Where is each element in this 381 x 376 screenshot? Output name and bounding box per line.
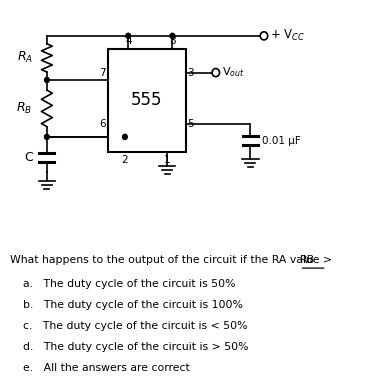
Text: RB: RB [299,255,315,265]
Text: 8: 8 [169,36,176,46]
Circle shape [45,134,49,139]
Text: b.   The duty cycle of the circuit is 100%: b. The duty cycle of the circuit is 100% [23,300,243,310]
Text: $R_B$: $R_B$ [16,101,33,116]
Circle shape [170,33,175,38]
Text: a.   The duty cycle of the circuit is 50%: a. The duty cycle of the circuit is 50% [23,279,235,289]
Text: $R_A$: $R_A$ [16,50,33,65]
Text: c.   The duty cycle of the circuit is < 50%: c. The duty cycle of the circuit is < 50… [23,321,248,331]
Circle shape [260,32,268,40]
Text: + V$_{CC}$: + V$_{CC}$ [270,28,305,43]
Text: 3: 3 [187,68,194,77]
Text: 0.01 μF: 0.01 μF [262,136,301,146]
Text: C: C [24,151,33,164]
Text: 4: 4 [125,36,131,46]
Text: d.   The duty cycle of the circuit is > 50%: d. The duty cycle of the circuit is > 50… [23,342,249,352]
Circle shape [123,134,127,139]
Text: 7: 7 [99,68,106,77]
Text: 555: 555 [131,91,163,109]
Text: 1: 1 [164,155,171,165]
Circle shape [212,68,219,77]
Text: 6: 6 [99,119,106,129]
Bar [108,49,186,152]
Text: 5: 5 [187,119,194,129]
Text: What happens to the output of the circuit if the RA value >: What happens to the output of the circui… [10,255,335,265]
Circle shape [126,33,131,38]
Circle shape [45,77,49,82]
Text: e.   All the answers are correct: e. All the answers are correct [23,363,190,373]
Text: 2: 2 [122,155,128,165]
Text: V$_{out}$: V$_{out}$ [222,66,244,79]
